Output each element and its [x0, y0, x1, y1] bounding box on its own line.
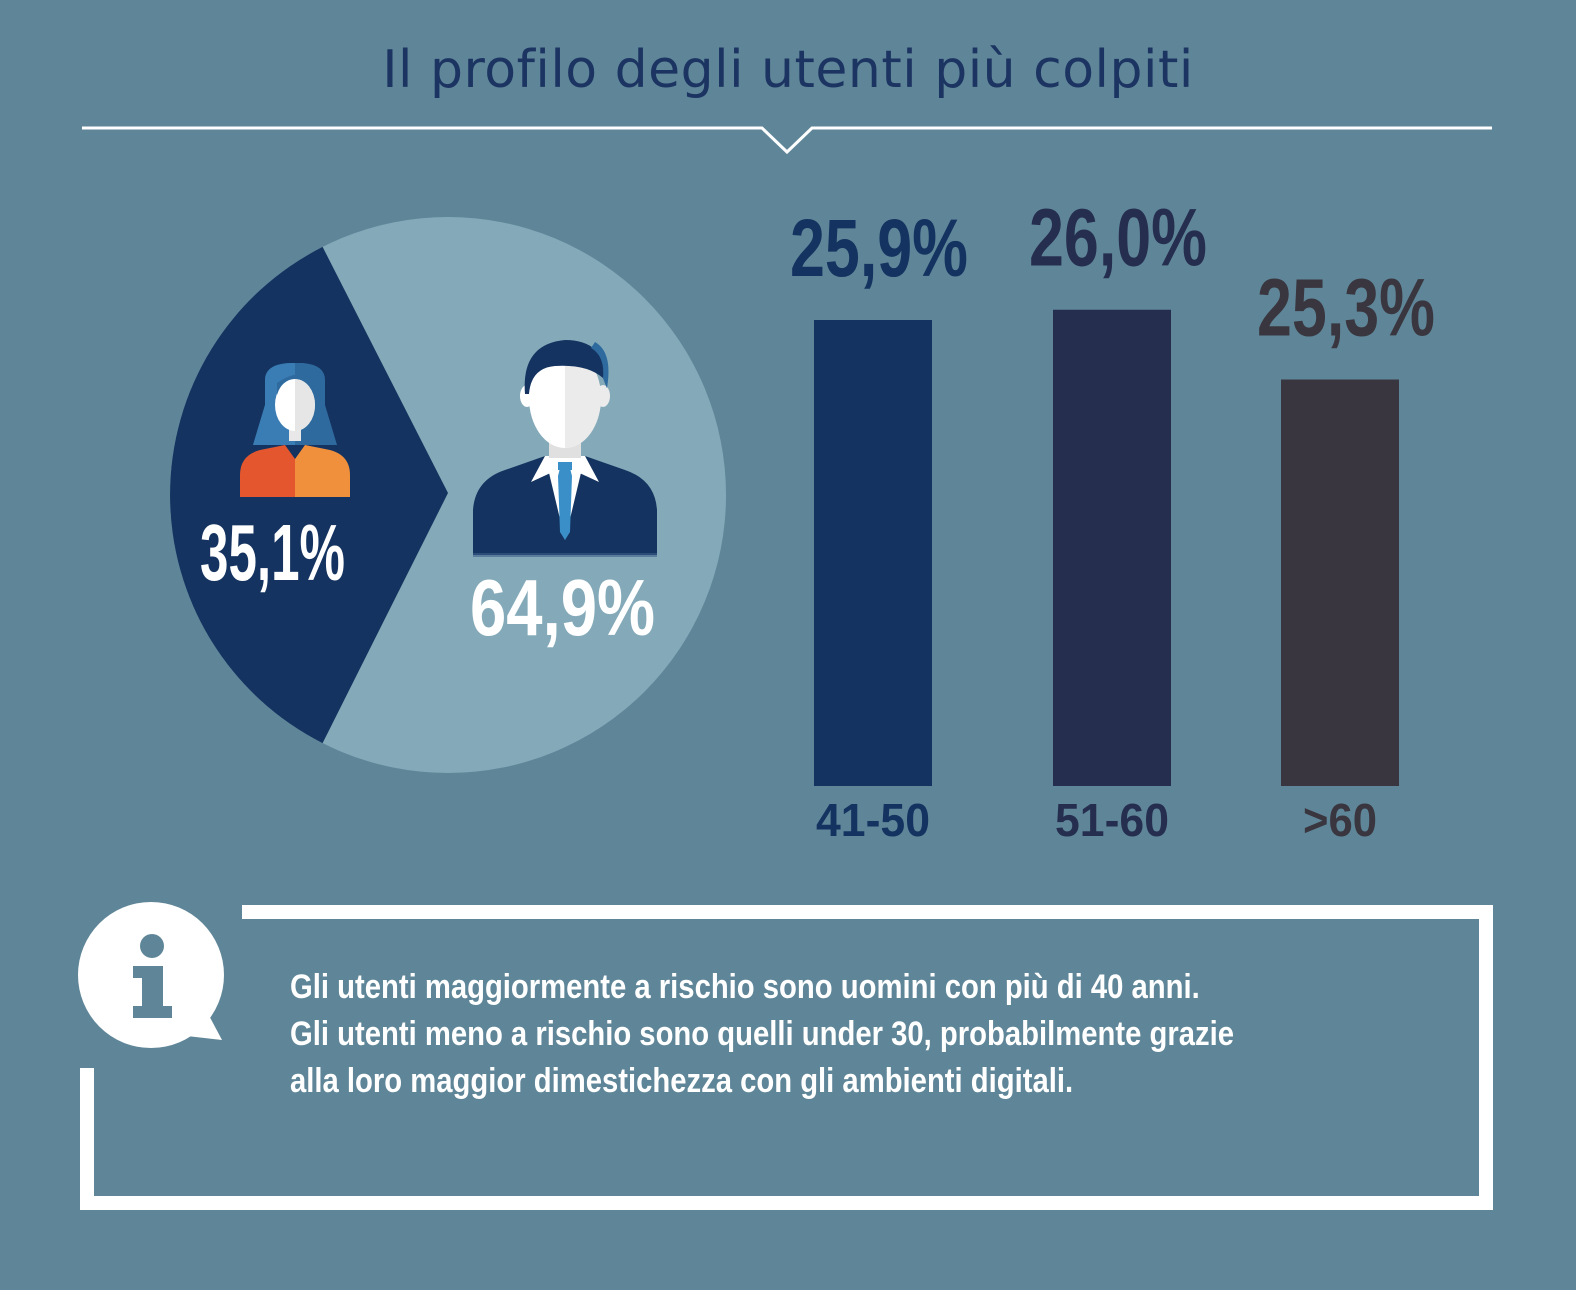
- info-text: Gli utenti maggiormente a rischio sono u…: [290, 968, 1234, 1100]
- info-frame: [80, 905, 1493, 1210]
- bar-value-label-2: 25,3%: [1257, 263, 1435, 354]
- pie-label-women: 35,1%: [200, 508, 345, 597]
- title-divider: [82, 126, 1492, 155]
- bar-1: [1053, 309, 1171, 786]
- page-title: Il profilo degli utenti più colpiti: [382, 40, 1194, 100]
- woman-avatar-icon: [240, 363, 350, 497]
- info-icon: [78, 902, 224, 1048]
- bar-value-label-1: 26,0%: [1029, 193, 1207, 284]
- age-bar-chart: 25,9% 41-50 26,0% 51-60 25,3% >60: [790, 193, 1435, 846]
- bar-value-label-0: 25,9%: [790, 203, 968, 294]
- bar-0: [814, 320, 932, 786]
- pie-label-men: 64,9%: [470, 563, 655, 652]
- bar-category-label-1: 51-60: [1055, 794, 1169, 846]
- bar-category-label-2: >60: [1303, 794, 1377, 846]
- bar-category-label-0: 41-50: [816, 794, 930, 846]
- bar-2: [1281, 379, 1399, 786]
- businessman-avatar-icon: [473, 340, 657, 557]
